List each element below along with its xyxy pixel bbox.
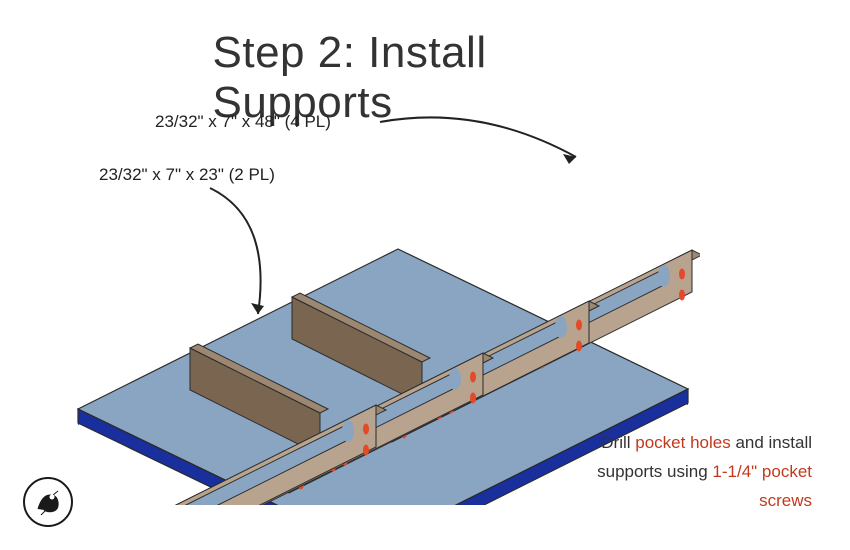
instruction-highlight-2: 1-1/4" pocket screws: [712, 462, 812, 510]
instruction-pre1: Drill: [601, 433, 635, 452]
instruction-text: Drill pocket holes and install supports …: [582, 429, 812, 516]
callout-long-support: 23/32" x 7" x 48" (4 PL): [155, 112, 331, 132]
brand-logo: [23, 477, 73, 527]
instruction-highlight-1: pocket holes: [635, 433, 730, 452]
